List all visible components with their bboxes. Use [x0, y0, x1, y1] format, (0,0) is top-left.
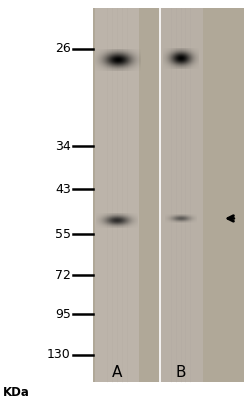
- Text: KDa: KDa: [2, 386, 29, 399]
- Text: 26: 26: [55, 42, 71, 55]
- Text: 43: 43: [55, 183, 71, 196]
- Text: A: A: [112, 365, 122, 380]
- Bar: [93, 8, 244, 382]
- Text: 72: 72: [55, 268, 71, 282]
- Text: B: B: [175, 365, 186, 380]
- Text: 55: 55: [55, 228, 71, 240]
- Bar: [159, 8, 203, 382]
- Text: 130: 130: [47, 348, 71, 362]
- Text: 34: 34: [55, 140, 71, 153]
- Bar: [95, 8, 139, 382]
- Text: 95: 95: [55, 308, 71, 320]
